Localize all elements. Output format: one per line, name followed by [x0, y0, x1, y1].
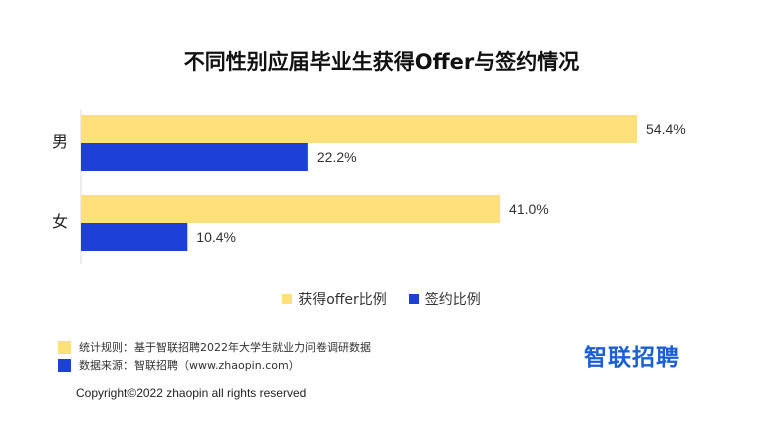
footnote-rule-swatch	[58, 340, 71, 354]
data-label: 41.0%	[509, 201, 549, 217]
footnote-rule: 统计规则：基于智联招聘2022年大学生就业力问卷调研数据	[58, 338, 371, 356]
legend-item-signed: 签约比例	[408, 289, 481, 309]
footnote-source: 数据来源：智联招聘（www.zhaopin.com）	[58, 356, 371, 374]
zhaopin-logo: 智联招聘	[584, 345, 680, 371]
legend-item-offer: 获得offer比例	[282, 289, 387, 309]
legend-swatch-offer	[282, 294, 293, 304]
footnote-source-swatch	[58, 358, 71, 372]
category-label: 男	[52, 132, 68, 151]
bar	[81, 223, 188, 251]
data-label: 22.2%	[317, 149, 357, 165]
legend-label-offer: 获得offer比例	[298, 292, 387, 308]
copyright: Copyright©2022 zhaopin all rights reserv…	[76, 386, 307, 400]
legend: 获得offer比例 签约比例	[0, 289, 763, 309]
legend-swatch-signed	[408, 294, 419, 304]
bar	[81, 115, 637, 143]
data-label: 10.4%	[196, 229, 236, 245]
footnotes: 统计规则：基于智联招聘2022年大学生就业力问卷调研数据 数据来源：智联招聘（w…	[58, 338, 371, 374]
bar	[81, 195, 501, 223]
chart-title: 不同性别应届毕业生获得Offer与签约情况	[183, 50, 580, 74]
footnote-source-text: 数据来源：智联招聘（www.zhaopin.com）	[79, 359, 300, 372]
category-label: 女	[52, 212, 68, 231]
bar-chart: 男 54.4% 22.2% 女 41.0% 10.4%	[52, 110, 686, 264]
legend-label-signed: 签约比例	[424, 292, 481, 308]
footnote-rule-text: 统计规则：基于智联招聘2022年大学生就业力问卷调研数据	[79, 341, 371, 354]
bar	[81, 143, 308, 171]
data-label: 54.4%	[646, 121, 686, 137]
